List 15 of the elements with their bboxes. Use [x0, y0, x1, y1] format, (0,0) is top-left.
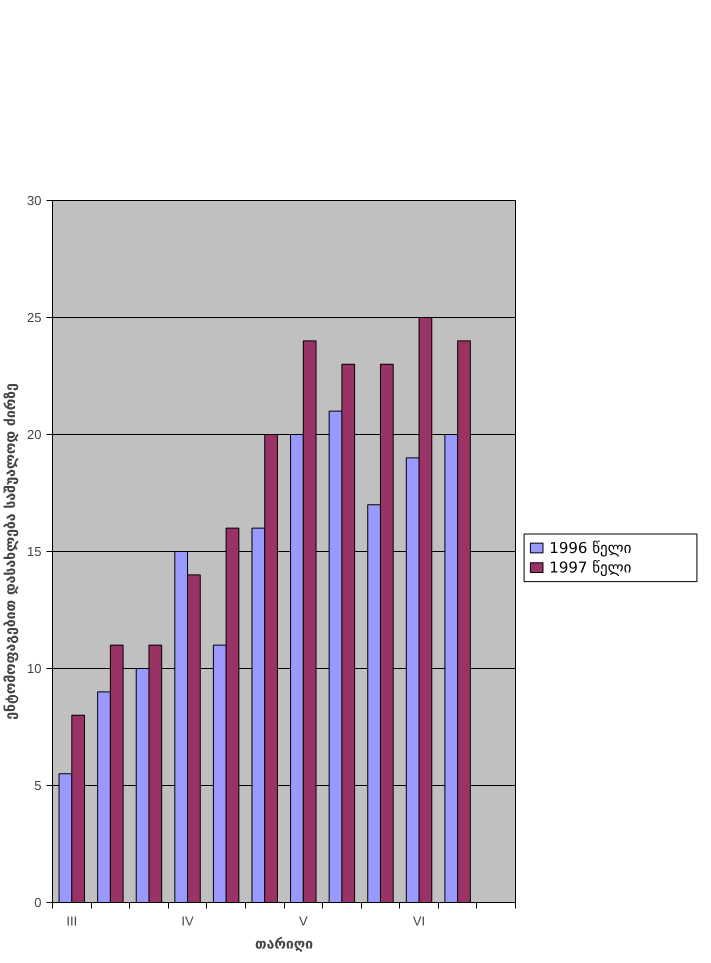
- y-tick-label: 20: [27, 427, 42, 442]
- legend-label: 1996 წელი: [549, 538, 632, 557]
- y-tick-label: 25: [27, 310, 42, 325]
- y-tick-label: 15: [27, 544, 42, 559]
- x-tick-label: VI: [412, 914, 426, 928]
- y-tick-label: 5: [34, 778, 42, 793]
- x-tick-label: IV: [181, 914, 194, 928]
- x-tick-label: III: [66, 914, 78, 928]
- y-tick-label: 10: [27, 661, 42, 676]
- y-tick-label: 0: [34, 895, 42, 910]
- y-tick-label: 30: [27, 193, 42, 208]
- y-axis-title: ენტომოფაგებით დასახლება საშუალოდ ძირზე: [3, 383, 20, 720]
- legend-label: 1997 წელი: [549, 558, 632, 577]
- x-tick-label: V: [298, 914, 308, 928]
- x-axis-title: თარიღი: [254, 936, 314, 952]
